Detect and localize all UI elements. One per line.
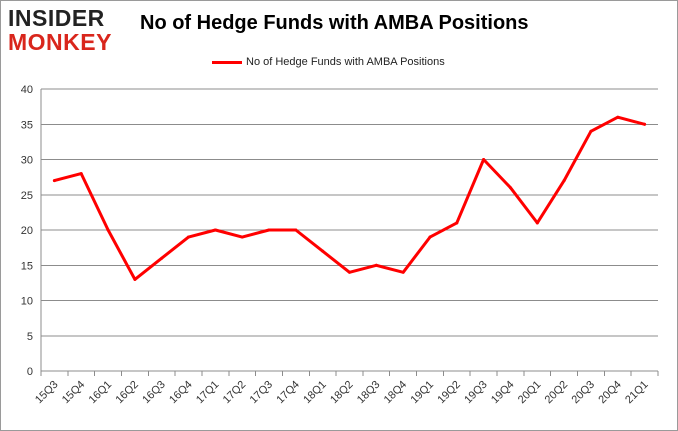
x-tick-label: 17Q4 xyxy=(274,379,302,407)
data-point xyxy=(321,249,325,253)
data-point xyxy=(240,235,244,239)
data-point xyxy=(482,158,486,161)
x-tick-label: 17Q2 xyxy=(221,379,249,407)
x-tick-label: 15Q4 xyxy=(60,379,88,407)
x-tick-label: 18Q2 xyxy=(328,379,356,407)
insider-monkey-logo: INSIDER MONKEY xyxy=(8,6,128,58)
data-point xyxy=(52,179,56,183)
data-point xyxy=(428,235,432,239)
y-tick-label: 5 xyxy=(27,331,33,343)
y-tick-label: 35 xyxy=(21,119,33,131)
data-point xyxy=(160,256,164,260)
data-point xyxy=(79,172,83,176)
data-point xyxy=(267,228,271,232)
x-tick-label: 18Q3 xyxy=(355,379,383,407)
legend-label: No of Hedge Funds with AMBA Positions xyxy=(246,56,445,68)
legend-line-swatch xyxy=(212,60,242,64)
y-tick-label: 0 xyxy=(27,366,33,378)
chart-legend: No of Hedge Funds with AMBA Positions xyxy=(212,54,445,70)
y-tick-label: 30 xyxy=(21,155,33,167)
chart-title: No of Hedge Funds with AMBA Positions xyxy=(140,12,529,34)
x-tick-label: 16Q4 xyxy=(167,379,195,407)
x-tick-label: 18Q1 xyxy=(301,379,329,407)
x-tick-label: 16Q2 xyxy=(113,379,141,407)
x-tick-label: 21Q1 xyxy=(623,379,651,407)
data-point xyxy=(643,122,647,126)
x-tick-label: 19Q3 xyxy=(462,379,490,407)
data-point xyxy=(508,186,512,190)
data-point xyxy=(562,179,566,183)
data-point xyxy=(106,228,110,232)
series-line xyxy=(52,115,647,281)
x-tick-label: 20Q3 xyxy=(570,379,598,407)
data-point xyxy=(535,221,539,225)
x-tick-label: 17Q1 xyxy=(194,379,222,407)
x-tick-label: 19Q2 xyxy=(435,379,463,407)
data-point xyxy=(294,228,298,232)
x-tick-label: 19Q1 xyxy=(409,379,437,407)
y-tick-label: 20 xyxy=(21,225,33,237)
y-tick-label: 10 xyxy=(21,296,33,308)
x-tick-label: 16Q3 xyxy=(140,379,168,407)
x-tick-label: 19Q4 xyxy=(489,379,517,407)
y-tick-label: 15 xyxy=(21,260,33,272)
logo-text-insider: INSIDER xyxy=(8,5,105,31)
x-tick-label: 18Q4 xyxy=(382,379,410,407)
y-tick-label: 40 xyxy=(21,84,33,96)
x-tick-label: 17Q3 xyxy=(248,379,276,407)
x-tick-label: 15Q3 xyxy=(33,379,61,407)
x-tick-label: 20Q2 xyxy=(543,379,571,407)
x-tick-label: 20Q1 xyxy=(516,379,544,407)
data-point xyxy=(348,270,351,274)
logo-text-monkey: MONKEY xyxy=(8,29,112,55)
data-point xyxy=(187,235,191,239)
data-point xyxy=(589,129,593,133)
data-point xyxy=(401,270,405,274)
y-tick-label: 25 xyxy=(21,190,33,202)
data-point xyxy=(616,115,620,119)
data-point xyxy=(213,228,217,232)
data-point xyxy=(374,263,378,267)
data-point xyxy=(133,277,137,281)
x-tick-label: 20Q4 xyxy=(596,379,624,407)
data-point xyxy=(455,221,459,225)
x-tick-label: 16Q1 xyxy=(87,379,115,407)
